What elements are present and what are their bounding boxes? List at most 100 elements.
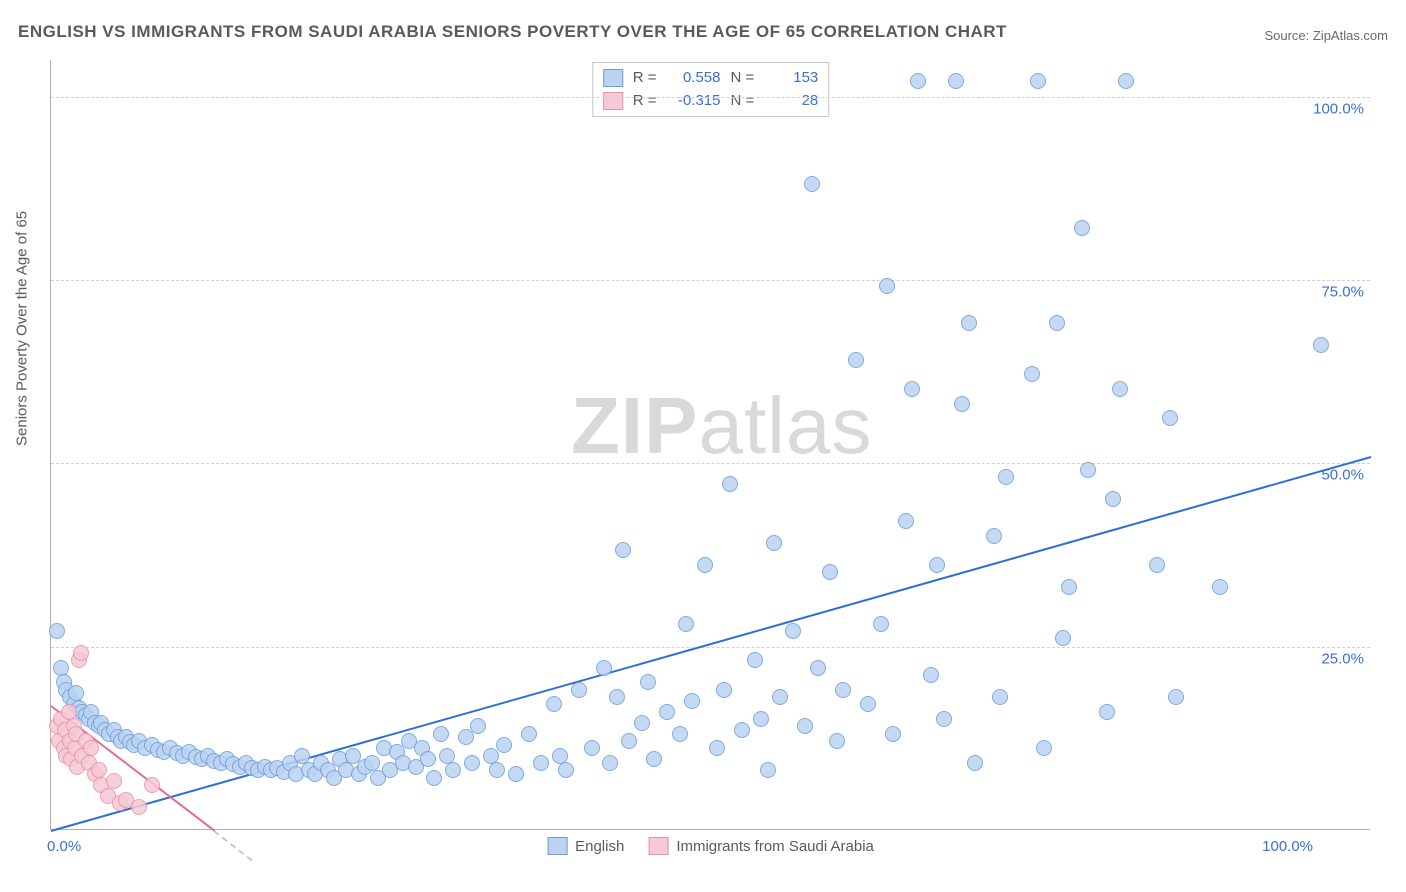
gridline	[51, 280, 1370, 281]
data-point-english	[829, 733, 845, 749]
data-point-saudi	[91, 762, 107, 778]
data-point-english	[1061, 579, 1077, 595]
data-point-english	[596, 660, 612, 676]
data-point-english	[936, 711, 952, 727]
data-point-english	[873, 616, 889, 632]
data-point-english	[602, 755, 618, 771]
data-point-english	[433, 726, 449, 742]
legend-item: Immigrants from Saudi Arabia	[648, 837, 874, 855]
data-point-english	[1105, 491, 1121, 507]
data-point-english	[420, 751, 436, 767]
data-point-saudi	[144, 777, 160, 793]
watermark: ZIPatlas	[571, 380, 872, 472]
data-point-english	[929, 557, 945, 573]
data-point-saudi	[61, 704, 77, 720]
data-point-english	[552, 748, 568, 764]
legend-label: English	[575, 838, 624, 855]
data-point-english	[998, 469, 1014, 485]
data-point-english	[584, 740, 600, 756]
data-point-english	[1118, 73, 1134, 89]
series-swatch	[603, 69, 623, 87]
data-point-english	[1149, 557, 1165, 573]
data-point-english	[822, 564, 838, 580]
data-point-english	[804, 176, 820, 192]
data-point-english	[1099, 704, 1115, 720]
data-point-english	[621, 733, 637, 749]
r-value: 0.558	[667, 67, 721, 90]
data-point-english	[785, 623, 801, 639]
data-point-english	[458, 729, 474, 745]
x-tick-label: 100.0%	[1262, 838, 1313, 855]
data-point-english	[898, 513, 914, 529]
y-tick-label: 75.0%	[1321, 284, 1364, 301]
data-point-english	[1212, 579, 1228, 595]
n-value: 28	[764, 90, 818, 113]
data-point-english	[49, 623, 65, 639]
data-point-english	[634, 715, 650, 731]
data-point-english	[508, 766, 524, 782]
y-axis-title: Seniors Poverty Over the Age of 65	[14, 211, 31, 446]
data-point-english	[954, 396, 970, 412]
n-label: N =	[731, 67, 755, 90]
data-point-english	[1049, 315, 1065, 331]
correlation-stats-box: R =0.558N =153R =-0.315N =28	[592, 62, 830, 117]
chart-title: ENGLISH VS IMMIGRANTS FROM SAUDI ARABIA …	[18, 22, 1007, 42]
data-point-english	[722, 476, 738, 492]
data-point-english	[753, 711, 769, 727]
data-point-english	[961, 315, 977, 331]
data-point-english	[1168, 689, 1184, 705]
data-point-english	[426, 770, 442, 786]
watermark-bold: ZIP	[571, 381, 698, 470]
data-point-english	[1112, 381, 1128, 397]
data-point-english	[483, 748, 499, 764]
stats-row: R =-0.315N =28	[603, 90, 819, 113]
data-point-english	[716, 682, 732, 698]
data-point-english	[1074, 220, 1090, 236]
data-point-english	[68, 685, 84, 701]
legend-swatch	[648, 837, 668, 855]
data-point-english	[672, 726, 688, 742]
data-point-english	[772, 689, 788, 705]
data-point-english	[470, 718, 486, 734]
data-point-english	[615, 542, 631, 558]
data-point-english	[464, 755, 480, 771]
data-point-english	[558, 762, 574, 778]
data-point-saudi	[73, 645, 89, 661]
data-point-english	[967, 755, 983, 771]
data-point-english	[609, 689, 625, 705]
gridline	[51, 463, 1370, 464]
data-point-english	[904, 381, 920, 397]
gridline	[51, 647, 1370, 648]
data-point-english	[533, 755, 549, 771]
data-point-english	[860, 696, 876, 712]
data-point-english	[1080, 462, 1096, 478]
data-point-english	[766, 535, 782, 551]
data-point-saudi	[106, 773, 122, 789]
data-point-english	[521, 726, 537, 742]
legend-swatch	[547, 837, 567, 855]
data-point-english	[986, 528, 1002, 544]
data-point-english	[659, 704, 675, 720]
data-point-english	[546, 696, 562, 712]
data-point-english	[1024, 366, 1040, 382]
stats-row: R =0.558N =153	[603, 67, 819, 90]
data-point-english	[810, 660, 826, 676]
data-point-english	[496, 737, 512, 753]
trend-line-ext-saudi	[214, 830, 253, 861]
data-point-english	[1313, 337, 1329, 353]
data-point-english	[439, 748, 455, 764]
data-point-english	[923, 667, 939, 683]
data-point-saudi	[83, 740, 99, 756]
legend-label: Immigrants from Saudi Arabia	[676, 838, 874, 855]
source-value: ZipAtlas.com	[1313, 28, 1388, 43]
data-point-english	[734, 722, 750, 738]
data-point-english	[910, 73, 926, 89]
legend: English Immigrants from Saudi Arabia	[547, 837, 874, 855]
data-point-english	[848, 352, 864, 368]
data-point-english	[489, 762, 505, 778]
data-point-english	[646, 751, 662, 767]
data-point-english	[992, 689, 1008, 705]
data-point-english	[640, 674, 656, 690]
data-point-english	[760, 762, 776, 778]
series-swatch	[603, 92, 623, 110]
